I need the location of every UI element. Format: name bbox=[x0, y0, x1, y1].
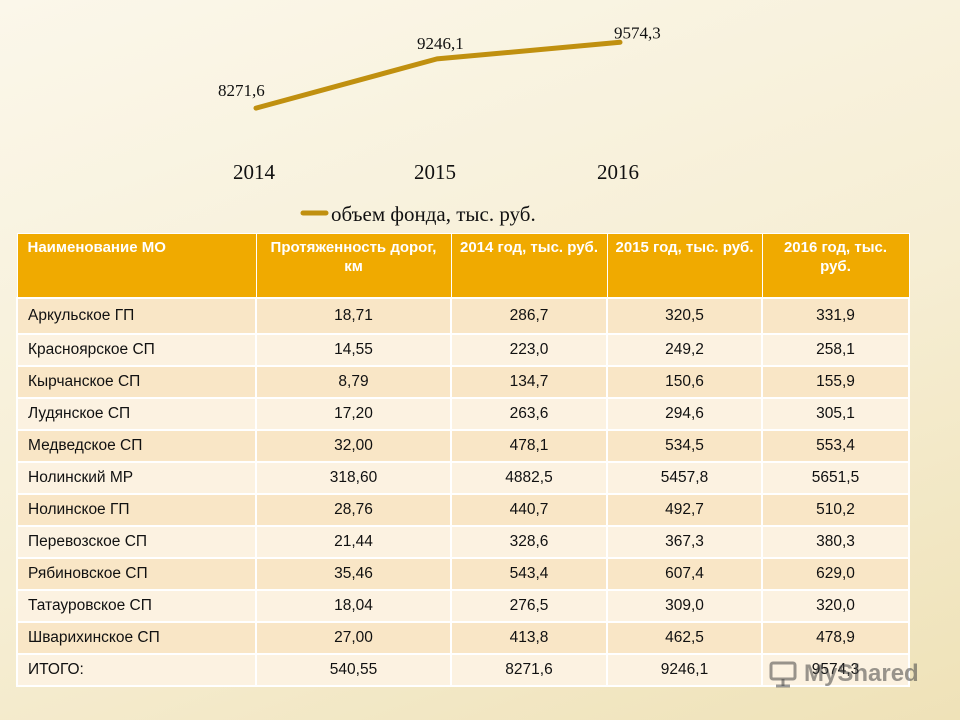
cell-value: 320,0 bbox=[761, 589, 910, 623]
col-header-name: Наименование МО bbox=[16, 233, 257, 299]
col-header-2016: 2016 год, тыс. руб. bbox=[761, 233, 910, 299]
presentation-icon bbox=[769, 661, 797, 688]
table-row: Красноярское СП 14,55 223,0 249,2 258,1 bbox=[16, 333, 910, 367]
cell-value: 543,4 bbox=[450, 557, 608, 591]
cell-mo-name: Шварихинское СП bbox=[16, 621, 257, 655]
table-row: Рябиновское СП 35,46 543,4 607,4 629,0 bbox=[16, 557, 910, 591]
cell-mo-name: Медведское СП bbox=[16, 429, 257, 463]
data-label: 8271,6 bbox=[218, 81, 265, 100]
cell-value: 440,7 bbox=[450, 493, 608, 527]
cell-value: 629,0 bbox=[761, 557, 910, 591]
table-row: Лудянское СП 17,20 263,6 294,6 305,1 bbox=[16, 397, 910, 431]
cell-value: 331,9 bbox=[761, 297, 910, 335]
table-row: Нолинский МР 318,60 4882,5 5457,8 5651,5 bbox=[16, 461, 910, 495]
data-point bbox=[618, 40, 622, 45]
cell-mo-name: Лудянское СП bbox=[16, 397, 257, 431]
table-header-row: Наименование МО Протяженность дорог, км … bbox=[16, 233, 910, 299]
cell-value: 318,60 bbox=[255, 461, 452, 495]
cell-mo-name: Нолинское ГП bbox=[16, 493, 257, 527]
x-tick-label: 2015 bbox=[414, 160, 456, 184]
cell-mo-name: Нолинский МР bbox=[16, 461, 257, 495]
cell-value: 305,1 bbox=[761, 397, 910, 431]
cell-value: 492,7 bbox=[606, 493, 763, 527]
cell-mo-name: Перевозское СП bbox=[16, 525, 257, 559]
cell-value: 249,2 bbox=[606, 333, 763, 367]
cell-value: 258,1 bbox=[761, 333, 910, 367]
cell-value: 367,3 bbox=[606, 525, 763, 559]
cell-mo-name: Кырчанское СП bbox=[16, 365, 257, 399]
data-point bbox=[254, 106, 258, 111]
cell-value: 478,1 bbox=[450, 429, 608, 463]
table-row: Медведское СП 32,00 478,1 534,5 553,4 bbox=[16, 429, 910, 463]
cell-value: 5457,8 bbox=[606, 461, 763, 495]
cell-value: 9246,1 bbox=[606, 653, 763, 687]
cell-value: 18,71 bbox=[255, 297, 452, 335]
cell-value: 35,46 bbox=[255, 557, 452, 591]
col-header-length: Протяженность дорог, км bbox=[255, 233, 452, 299]
data-label: 9246,1 bbox=[417, 34, 464, 53]
cell-value: 276,5 bbox=[450, 589, 608, 623]
cell-value: 21,44 bbox=[255, 525, 452, 559]
funding-table: Наименование МО Протяженность дорог, км … bbox=[16, 233, 910, 687]
cell-value: 4882,5 bbox=[450, 461, 608, 495]
cell-value: 510,2 bbox=[761, 493, 910, 527]
cell-value: 18,04 bbox=[255, 589, 452, 623]
cell-mo-name: Рябиновское СП bbox=[16, 557, 257, 591]
table-row: Татауровское СП 18,04 276,5 309,0 320,0 bbox=[16, 589, 910, 623]
table-row: ИТОГО: 540,55 8271,6 9246,1 9574,3 bbox=[16, 653, 910, 687]
cell-value: 27,00 bbox=[255, 621, 452, 655]
cell-mo-name: ИТОГО: bbox=[16, 653, 257, 687]
cell-value: 17,20 bbox=[255, 397, 452, 431]
col-header-2015: 2015 год, тыс. руб. bbox=[606, 233, 763, 299]
x-tick-label: 2014 bbox=[233, 160, 276, 184]
cell-value: 8,79 bbox=[255, 365, 452, 399]
cell-value: 294,6 bbox=[606, 397, 763, 431]
cell-value: 8271,6 bbox=[450, 653, 608, 687]
cell-value: 320,5 bbox=[606, 297, 763, 335]
cell-value: 462,5 bbox=[606, 621, 763, 655]
cell-value: 28,76 bbox=[255, 493, 452, 527]
col-header-2014: 2014 год, тыс. руб. bbox=[450, 233, 608, 299]
cell-value: 380,3 bbox=[761, 525, 910, 559]
line-chart: 8271,6 9246,1 9574,3 2014 2015 2016 объем фонд… bbox=[218, 23, 661, 226]
x-tick-label: 2016 bbox=[597, 160, 639, 184]
cell-value: 328,6 bbox=[450, 525, 608, 559]
cell-value: 155,9 bbox=[761, 365, 910, 399]
cell-value: 150,6 bbox=[606, 365, 763, 399]
table-row: Перевозское СП 21,44 328,6 367,3 380,3 bbox=[16, 525, 910, 559]
table-row: Аркульское ГП 18,71 286,7 320,5 331,9 bbox=[16, 297, 910, 335]
cell-value: 534,5 bbox=[606, 429, 763, 463]
cell-value: 14,55 bbox=[255, 333, 452, 367]
data-label: 9574,3 bbox=[614, 23, 661, 42]
cell-value: 553,4 bbox=[761, 429, 910, 463]
cell-mo-name: Аркульское ГП bbox=[16, 297, 257, 335]
cell-value: 607,4 bbox=[606, 557, 763, 591]
cell-value: 413,8 bbox=[450, 621, 608, 655]
cell-value: 223,0 bbox=[450, 333, 608, 367]
cell-value: 540,55 bbox=[255, 653, 452, 687]
table-row: Нолинское ГП 28,76 440,7 492,7 510,2 bbox=[16, 493, 910, 527]
cell-value: 478,9 bbox=[761, 621, 910, 655]
cell-value: 309,0 bbox=[606, 589, 763, 623]
watermark: MyShared bbox=[768, 656, 938, 692]
cell-value: 5651,5 bbox=[761, 461, 910, 495]
cell-value: 9574,3 bbox=[761, 653, 910, 687]
cell-value: 263,6 bbox=[450, 397, 608, 431]
table-row: Кырчанское СП 8,79 134,7 150,6 155,9 bbox=[16, 365, 910, 399]
table-row: Шварихинское СП 27,00 413,8 462,5 478,9 bbox=[16, 621, 910, 655]
cell-mo-name: Татауровское СП bbox=[16, 589, 257, 623]
cell-value: 134,7 bbox=[450, 365, 608, 399]
legend-label: объем фонда, тыс. руб. bbox=[331, 202, 536, 226]
data-point bbox=[435, 56, 439, 61]
cell-value: 32,00 bbox=[255, 429, 452, 463]
cell-value: 286,7 bbox=[450, 297, 608, 335]
watermark-text: MyShared bbox=[804, 660, 919, 687]
cell-mo-name: Красноярское СП bbox=[16, 333, 257, 367]
